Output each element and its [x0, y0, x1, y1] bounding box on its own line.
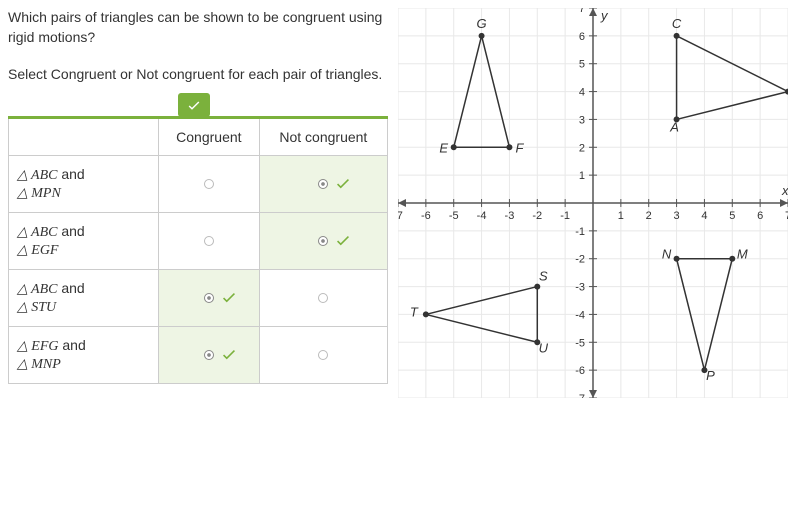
svg-text:6: 6 [757, 210, 763, 222]
radio-icon [318, 236, 328, 246]
svg-text:1: 1 [579, 170, 585, 182]
svg-text:7: 7 [785, 210, 788, 222]
svg-text:E: E [439, 140, 448, 155]
svg-text:-7: -7 [575, 393, 585, 398]
coordinate-plane: -7 -6 -5 -4 -3 -2 -1 1 2 3 4 5 6 7 -7 -6 -5 -4 -3 -2 -1 1 2 3 4 5… [398, 8, 788, 398]
table-row: △ ABC and△ MPN [9, 155, 388, 212]
not-congruent-cell[interactable] [259, 212, 387, 269]
congruent-cell[interactable] [159, 326, 260, 383]
svg-text:A: A [669, 119, 679, 134]
svg-text:U: U [539, 340, 549, 355]
svg-text:5: 5 [579, 59, 585, 71]
checkmark-icon [334, 174, 352, 195]
svg-text:-6: -6 [421, 210, 431, 222]
checkmark-icon [220, 345, 238, 366]
svg-text:-4: -4 [477, 210, 487, 222]
checkmark-icon [220, 288, 238, 309]
table-row: △ ABC and△ STU [9, 269, 388, 326]
congruent-cell[interactable] [159, 155, 260, 212]
radio-icon [318, 179, 328, 189]
svg-text:2: 2 [646, 210, 652, 222]
header-not-congruent: Not congruent [259, 117, 387, 155]
svg-text:-7: -7 [398, 210, 403, 222]
header-congruent: Congruent [159, 117, 260, 155]
svg-text:-2: -2 [532, 210, 542, 222]
pair-label: △ ABC and△ STU [9, 269, 159, 326]
congruent-cell[interactable] [159, 212, 260, 269]
svg-text:7: 7 [579, 8, 585, 15]
checkmark-icon [334, 231, 352, 252]
question-text: Which pairs of triangles can be shown to… [8, 8, 388, 47]
svg-text:G: G [477, 16, 487, 31]
pair-label: △ ABC and△ EGF [9, 212, 159, 269]
svg-text:T: T [410, 304, 419, 319]
svg-text:-5: -5 [575, 337, 585, 349]
radio-icon [204, 350, 214, 360]
svg-text:2: 2 [579, 142, 585, 154]
svg-text:-3: -3 [505, 210, 515, 222]
svg-text:6: 6 [579, 31, 585, 43]
svg-text:-6: -6 [575, 365, 585, 377]
svg-text:-5: -5 [449, 210, 459, 222]
svg-text:-4: -4 [575, 309, 585, 321]
correct-badge [178, 93, 210, 117]
svg-text:x: x [781, 183, 788, 198]
svg-text:N: N [662, 247, 672, 262]
congruent-cell[interactable] [159, 269, 260, 326]
instruction-text: Select Congruent or Not congruent for ea… [8, 65, 388, 85]
table-row: △ ABC and△ EGF [9, 212, 388, 269]
radio-icon [318, 293, 328, 303]
not-congruent-cell[interactable] [259, 155, 387, 212]
radio-icon [318, 350, 328, 360]
svg-text:4: 4 [579, 87, 585, 99]
radio-icon [204, 293, 214, 303]
svg-text:C: C [672, 16, 682, 31]
svg-text:S: S [539, 269, 548, 284]
pair-label: △ EFG and△ MNP [9, 326, 159, 383]
svg-text:-1: -1 [560, 210, 570, 222]
svg-text:M: M [737, 247, 748, 262]
radio-icon [204, 179, 214, 189]
svg-text:P: P [706, 368, 715, 383]
radio-icon [204, 236, 214, 246]
not-congruent-cell[interactable] [259, 269, 387, 326]
header-empty [9, 117, 159, 155]
svg-text:5: 5 [729, 210, 735, 222]
svg-text:4: 4 [701, 210, 707, 222]
svg-text:3: 3 [674, 210, 680, 222]
table-row: △ EFG and△ MNP [9, 326, 388, 383]
answer-table: Congruent Not congruent △ ABC and△ MPN△ … [8, 116, 388, 384]
not-congruent-cell[interactable] [259, 326, 387, 383]
svg-text:3: 3 [579, 114, 585, 126]
pair-label: △ ABC and△ MPN [9, 155, 159, 212]
svg-text:-1: -1 [575, 226, 585, 238]
svg-text:-3: -3 [575, 282, 585, 294]
svg-text:1: 1 [618, 210, 624, 222]
svg-text:F: F [515, 140, 524, 155]
svg-text:y: y [600, 8, 609, 23]
svg-text:-2: -2 [575, 254, 585, 266]
